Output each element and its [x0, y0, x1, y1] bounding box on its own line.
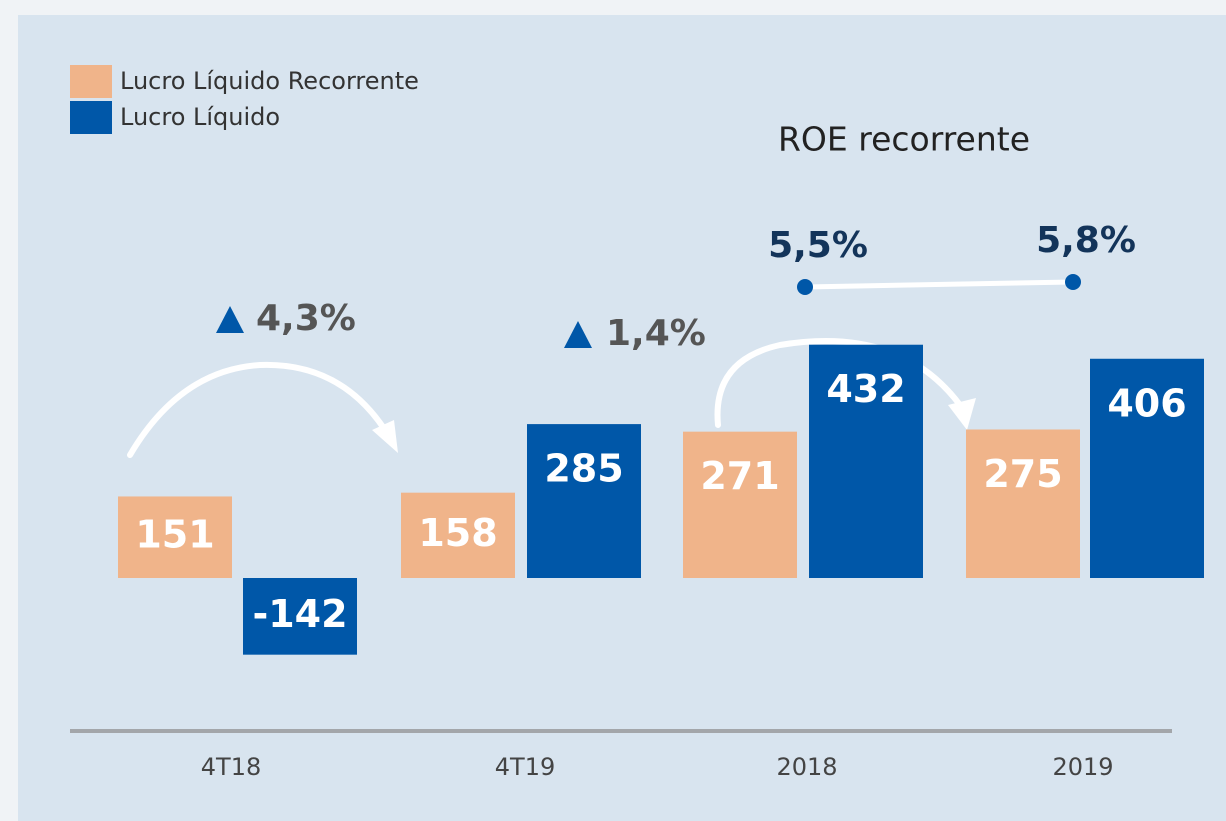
data-label: 158: [418, 511, 497, 555]
x-tick-label: 2018: [776, 753, 837, 781]
data-label: -142: [252, 592, 347, 636]
bar: [966, 429, 1080, 578]
data-label: 271: [700, 454, 779, 498]
data-label: 406: [1107, 381, 1186, 425]
up-triangle: [564, 321, 592, 348]
annotation: 1,4%: [606, 313, 706, 354]
bar: [118, 496, 232, 578]
bar: [809, 344, 923, 578]
roe-title: ROE recorrente: [778, 120, 1030, 159]
annotation: 4,3%: [256, 298, 356, 339]
bar: [243, 578, 357, 655]
panel: [18, 15, 1226, 821]
roe-label: 5,5%: [768, 225, 868, 266]
legend-swatch: [70, 65, 112, 98]
data-label: 151: [135, 513, 214, 557]
up-triangle: [216, 306, 244, 333]
x-tick-label: 4T19: [495, 753, 555, 781]
bar: [1090, 358, 1204, 578]
data-label: 275: [983, 452, 1062, 496]
arrow-head: [948, 398, 976, 430]
roe-point: [1065, 273, 1081, 290]
data-label: 432: [826, 367, 905, 411]
x-tick-label: 2019: [1052, 753, 1113, 781]
bar: [401, 492, 515, 578]
bar: [683, 431, 797, 578]
growth-arrow: [127, 361, 388, 458]
legend-label: Lucro Líquido: [120, 103, 280, 131]
legend-swatch: [70, 101, 112, 134]
arrow-head: [372, 420, 398, 453]
legend-label: Lucro Líquido Recorrente: [120, 67, 419, 95]
roe-line: [804, 279, 1074, 290]
data-label: 285: [544, 447, 623, 491]
roe-label: 5,8%: [1036, 220, 1136, 261]
x-tick-label: 4T18: [201, 753, 261, 781]
roe-point: [797, 279, 813, 295]
bar: [527, 424, 641, 578]
